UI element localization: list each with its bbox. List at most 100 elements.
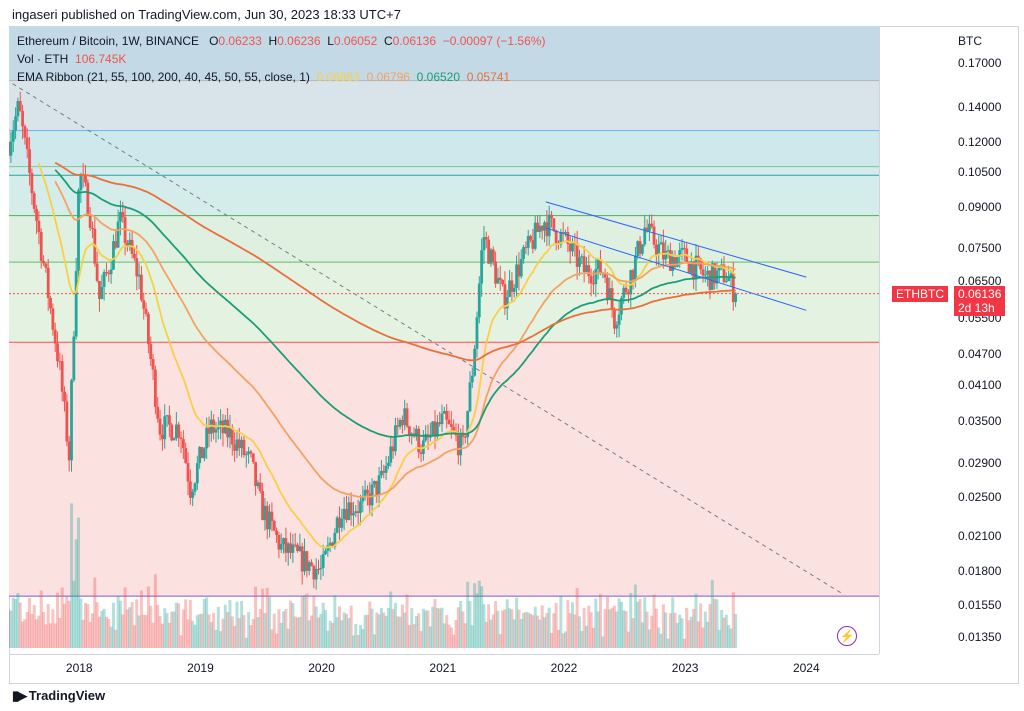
candle-body bbox=[529, 235, 532, 241]
symbol-title[interactable]: Ethereum / Bitcoin, 1W, BINANCE bbox=[17, 34, 200, 48]
volume-bar bbox=[594, 598, 598, 648]
candle-body bbox=[18, 101, 22, 111]
close-label: C bbox=[383, 34, 393, 48]
volume-bar bbox=[643, 597, 647, 648]
volume-bar bbox=[622, 610, 626, 648]
candle-body bbox=[268, 511, 271, 530]
candle-body bbox=[233, 444, 237, 451]
volume-bar bbox=[298, 616, 302, 648]
volume-bar bbox=[268, 597, 272, 648]
candle-body bbox=[114, 241, 118, 248]
candle-body bbox=[587, 265, 591, 276]
candle-body bbox=[613, 308, 616, 329]
time-axis[interactable]: 2018 2019 2020 2021 2022 2023 2024 bbox=[9, 654, 879, 684]
volume-label[interactable]: Vol · ETH bbox=[17, 52, 69, 66]
volume-bar bbox=[557, 629, 561, 648]
volume-bar bbox=[459, 600, 463, 648]
replay-bolt-icon[interactable]: ⚡ bbox=[837, 626, 857, 646]
candle-body bbox=[538, 225, 542, 232]
candle-body bbox=[734, 293, 738, 303]
candle-body bbox=[298, 546, 302, 552]
ema-ribbon-label[interactable]: EMA Ribbon (21, 55, 100, 200, 40, 45, 50… bbox=[17, 70, 310, 84]
volume-bar bbox=[654, 608, 658, 648]
volume-bar bbox=[512, 619, 516, 648]
volume-bar bbox=[671, 597, 675, 648]
candle-body bbox=[494, 261, 498, 284]
candle-body bbox=[151, 359, 155, 370]
candle-body bbox=[354, 511, 358, 514]
candle-body bbox=[70, 380, 73, 461]
candle-body bbox=[251, 453, 255, 463]
volume-bar bbox=[167, 622, 171, 648]
volume-bar bbox=[559, 595, 563, 648]
volume-bar bbox=[347, 618, 351, 648]
candle-body bbox=[377, 475, 381, 496]
volume-bar bbox=[77, 517, 81, 648]
volume-bar bbox=[701, 627, 705, 648]
candle-body bbox=[254, 462, 257, 486]
volume-bar bbox=[63, 603, 67, 648]
candle-body bbox=[102, 271, 106, 287]
candle-body bbox=[263, 505, 267, 521]
candle-body bbox=[417, 428, 421, 453]
volume-bar bbox=[734, 613, 738, 648]
candle-body bbox=[519, 258, 523, 277]
candle-body bbox=[319, 567, 323, 570]
volume-bar bbox=[172, 611, 176, 648]
candle-body bbox=[645, 227, 649, 231]
volume-bar bbox=[198, 614, 202, 648]
volume-bar bbox=[200, 613, 204, 648]
volume-bar bbox=[377, 614, 381, 648]
candle-body bbox=[160, 434, 164, 440]
symbol-tag: ETHBTC bbox=[892, 285, 948, 302]
candle-body bbox=[202, 448, 206, 459]
volume-bar bbox=[379, 607, 383, 648]
volume-bar bbox=[272, 613, 276, 648]
candle-body bbox=[547, 214, 551, 237]
candle-body bbox=[282, 538, 285, 545]
volume-bar bbox=[461, 611, 465, 648]
volume-bar bbox=[104, 616, 108, 648]
volume-bar bbox=[170, 611, 174, 648]
close-value: 0.06136 bbox=[392, 34, 437, 48]
low-label: L bbox=[327, 34, 334, 48]
ema55-value: 0.06796 bbox=[366, 70, 410, 84]
volume-bar bbox=[407, 624, 411, 648]
candle-body bbox=[51, 308, 55, 330]
volume-bar bbox=[631, 618, 635, 648]
volume-bar bbox=[186, 619, 190, 648]
volume-bar bbox=[463, 623, 467, 648]
candle-body bbox=[91, 227, 94, 229]
candle-body bbox=[396, 425, 400, 427]
candle-body bbox=[272, 521, 276, 531]
volume-bar bbox=[335, 617, 339, 648]
volume-bar bbox=[184, 599, 188, 648]
volume-bar bbox=[165, 613, 169, 648]
candle-body bbox=[524, 247, 528, 249]
volume-bar bbox=[382, 612, 386, 648]
candle-body bbox=[387, 462, 390, 467]
volume-bar bbox=[279, 622, 283, 648]
candle-body bbox=[473, 348, 477, 376]
volume-bar bbox=[431, 606, 435, 648]
candle-body bbox=[701, 269, 705, 276]
volume-bar bbox=[505, 599, 509, 648]
price-plot[interactable]: Ethereum / Bitcoin, 1W, BINANCE O0.06233… bbox=[9, 26, 879, 654]
candle-body bbox=[67, 441, 71, 461]
volume-bar bbox=[9, 608, 11, 648]
candle-body bbox=[9, 141, 10, 156]
volume-bar bbox=[151, 622, 155, 648]
volume-bar bbox=[23, 619, 27, 648]
volume-bar bbox=[86, 604, 90, 648]
volume-bar bbox=[575, 588, 579, 648]
candle-body bbox=[468, 382, 472, 412]
volume-bar bbox=[303, 595, 307, 648]
price-axis[interactable]: BTC 0.17000 0.14000 0.12000 0.10500 0.09000 0… bbox=[879, 26, 1019, 654]
volume-bar bbox=[181, 609, 185, 648]
volume-bar bbox=[307, 620, 311, 648]
candle-body bbox=[366, 489, 369, 494]
candle-body bbox=[561, 232, 565, 234]
candle-body bbox=[389, 446, 393, 463]
volume-bar bbox=[547, 607, 551, 648]
volume-bar bbox=[358, 624, 362, 648]
